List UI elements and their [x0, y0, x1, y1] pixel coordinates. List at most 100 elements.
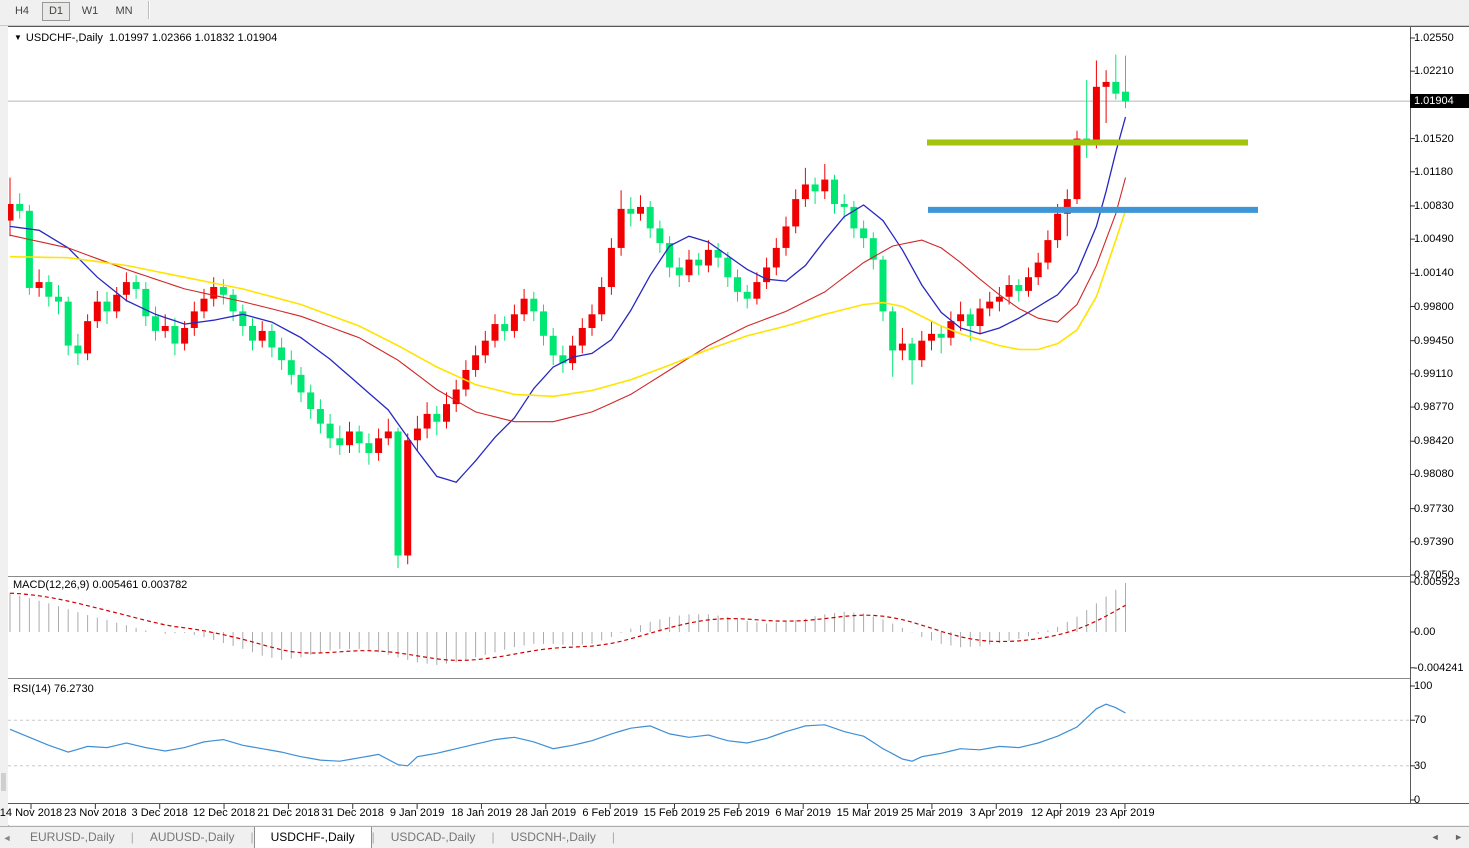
- candle: [1092, 86, 1100, 141]
- candle: [976, 308, 984, 327]
- tab-usdcnh[interactable]: USDCNH-,Daily: [510, 830, 596, 844]
- candle: [307, 392, 315, 410]
- candle: [617, 208, 625, 248]
- chart-tab-bar: ◄ EURUSD-,Daily | AUDUSD-,Daily | USDCHF-,Dai…: [0, 826, 1469, 848]
- candle: [1102, 81, 1110, 87]
- date-axis-label: 23 Apr 2019: [1095, 807, 1155, 819]
- candle: [35, 282, 43, 288]
- candle: [918, 340, 926, 361]
- macd-axis-label: 0.005923: [1414, 576, 1460, 588]
- price-axis-label: 1.00140: [1414, 267, 1454, 280]
- candle: [346, 431, 353, 446]
- candle: [384, 431, 392, 439]
- candle: [152, 316, 159, 331]
- date-axis-label: 23 Nov 2018: [64, 807, 127, 819]
- tab-scroll-right-icon[interactable]: ►: [1454, 832, 1463, 842]
- candle: [287, 360, 295, 375]
- date-axis-label: 12 Apr 2019: [1030, 807, 1091, 819]
- tab-separator: |: [611, 830, 616, 844]
- candle: [937, 333, 945, 338]
- candle: [258, 330, 266, 341]
- ma-mid-red: [9, 177, 1127, 423]
- tab-separator: |: [491, 830, 495, 844]
- rsi-line: [9, 703, 1126, 767]
- candle: [122, 282, 130, 295]
- tab-scroll-arrows: ◄ ►: [1419, 832, 1463, 842]
- candle: [637, 206, 644, 214]
- candle: [811, 184, 819, 192]
- candle: [1054, 213, 1062, 241]
- candle: [1015, 285, 1023, 291]
- date-axis-label: 6 Feb 2019: [582, 807, 638, 819]
- candle: [889, 311, 897, 351]
- macd-axis-label: 0.00: [1414, 626, 1436, 638]
- candle: [93, 301, 101, 322]
- candle: [103, 301, 111, 312]
- candle: [326, 423, 334, 439]
- tab-audusd[interactable]: AUDUSD-,Daily: [149, 830, 235, 844]
- tab-usdcad[interactable]: USDCAD-,Daily: [390, 830, 476, 844]
- timeframe-button-w1[interactable]: W1: [81, 5, 99, 17]
- candle: [666, 243, 674, 268]
- timeframe-button-d1[interactable]: D1: [42, 2, 70, 21]
- tab-usdchf[interactable]: USDCHF-,Daily: [253, 827, 372, 848]
- price-axis-label: 1.00490: [1414, 233, 1454, 246]
- candle: [957, 314, 965, 322]
- rsi-name: RSI(14): [13, 683, 51, 695]
- date-axis-label: 6 Mar 2019: [775, 807, 832, 819]
- main-price-pane: [8, 54, 1410, 569]
- candle: [1112, 81, 1120, 94]
- rsi-indicator-label: RSI(14) 76.2730: [13, 683, 94, 695]
- candle: [646, 206, 654, 229]
- candle: [908, 343, 916, 361]
- chart-dropdown-icon[interactable]: ▼: [14, 33, 22, 42]
- candle: [210, 286, 218, 299]
- candle: [656, 228, 664, 244]
- candle: [8, 203, 14, 221]
- tab-separator: |: [371, 830, 375, 844]
- candle: [355, 431, 363, 444]
- candle: [113, 294, 121, 312]
- macd-pane: [9, 583, 1126, 665]
- candle: [763, 267, 771, 283]
- candle: [530, 298, 538, 312]
- tab-eurusd[interactable]: EURUSD-,Daily: [30, 830, 115, 844]
- date-axis-label: 14 Nov 2018: [0, 807, 63, 819]
- candle: [1025, 277, 1032, 291]
- price-axis-label: 0.97050: [1414, 569, 1454, 581]
- timeframe-button-h4[interactable]: H4: [14, 5, 30, 17]
- left-scrollbar-thumb[interactable]: [1, 773, 6, 791]
- candle: [443, 404, 450, 422]
- macd-values: 0.005461 0.003782: [92, 579, 188, 591]
- candle: [520, 298, 528, 315]
- date-axis-label: 28 Jan 2019: [515, 807, 577, 819]
- candle: [734, 277, 741, 292]
- candle: [132, 282, 140, 289]
- rsi-axis-label: 70: [1414, 714, 1427, 727]
- candle: [219, 286, 227, 295]
- candle: [831, 179, 838, 204]
- candle: [142, 288, 150, 317]
- candle: [995, 296, 1003, 302]
- candle: [229, 294, 237, 312]
- candle: [239, 311, 247, 327]
- ma-fast-blue: [9, 116, 1127, 483]
- macd-signal-line: [9, 592, 1126, 662]
- candle: [966, 314, 974, 327]
- candle: [753, 282, 761, 299]
- price-axis-label: 1.01180: [1414, 165, 1453, 178]
- candle: [16, 203, 24, 211]
- candle: [569, 345, 577, 364]
- candle: [268, 330, 276, 348]
- tabbar-left-arrow-icon[interactable]: ◄: [2, 833, 12, 843]
- candle: [365, 443, 373, 453]
- tab-scroll-left-icon[interactable]: ◄: [1430, 832, 1440, 842]
- candle: [84, 321, 92, 354]
- price-axis-label: 0.99110: [1414, 367, 1453, 380]
- price-axis-label: 0.99450: [1414, 334, 1454, 347]
- candle: [675, 267, 683, 276]
- timeframe-button-mn[interactable]: MN: [115, 5, 133, 17]
- candle: [840, 203, 848, 207]
